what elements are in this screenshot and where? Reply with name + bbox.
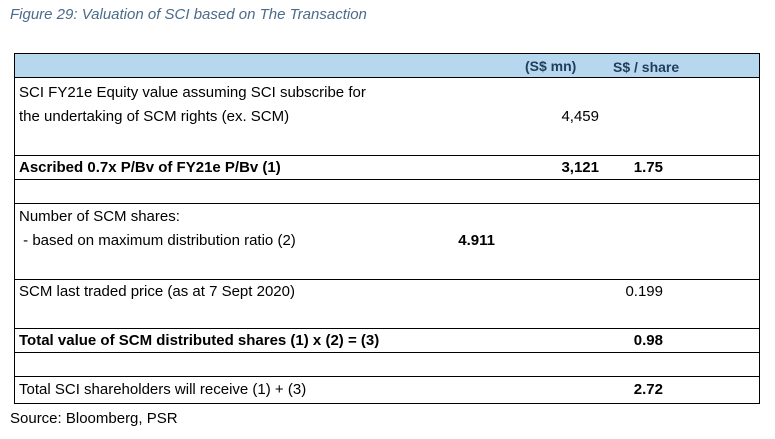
table-row-scm-shares: Number of SCM shares: - based on maximum… [15, 203, 759, 253]
table-row-equity-value: SCI FY21e Equity value assuming SCI subs… [15, 77, 759, 132]
ascribed-label: Ascribed 0.7x P/Bv of FY21e P/Bv (1) [19, 159, 281, 176]
table-header: (S$ mn) S$ / share [15, 54, 759, 77]
scm-price-label: SCM last traded price (as at 7 Sept 2020… [19, 283, 295, 300]
scm-shares-label-line2: - based on maximum distribution ratio (2… [19, 232, 296, 249]
total-scm-value: 0.98 [633, 332, 663, 349]
table-spacer-row [15, 352, 759, 376]
equity-value-sgd-mn: 4,459 [561, 108, 599, 125]
valuation-table: (S$ mn) S$ / share SCI FY21e Equity valu… [14, 53, 760, 404]
figure-caption: Figure 29: Valuation of SCI based on The… [10, 6, 367, 23]
ascribed-value-sgd-mn: 3,121 [561, 159, 599, 176]
table-spacer-row [15, 179, 759, 203]
equity-label-line1: SCI FY21e Equity value assuming SCI subs… [19, 84, 366, 101]
table-row-total-scm: Total value of SCM distributed shares (1… [15, 328, 759, 352]
table-row-scm-price: SCM last traded price (as at 7 Sept 2020… [15, 279, 759, 303]
total-sci-label: Total SCI shareholders will receive (1) … [19, 381, 307, 398]
scm-price-value: 0.199 [625, 283, 663, 300]
table-row-total-sci: Total SCI shareholders will receive (1) … [15, 376, 759, 403]
column-header-sgd-per-share: S$ / share [613, 59, 680, 75]
distribution-ratio-value: 4.911 [458, 232, 495, 249]
total-scm-label: Total value of SCM distributed shares (1… [19, 332, 380, 349]
ascribed-value-per-share: 1.75 [633, 159, 663, 176]
scm-shares-label-line1: Number of SCM shares: [19, 208, 180, 225]
total-sci-value: 2.72 [633, 381, 663, 398]
column-header-sgd-mn: (S$ mn) [525, 58, 577, 74]
source-note: Source: Bloomberg, PSR [10, 410, 178, 427]
table-row-ascribed: Ascribed 0.7x P/Bv of FY21e P/Bv (1) 3,1… [15, 155, 759, 179]
equity-label-line2: the undertaking of SCM rights (ex. SCM) [19, 108, 290, 125]
